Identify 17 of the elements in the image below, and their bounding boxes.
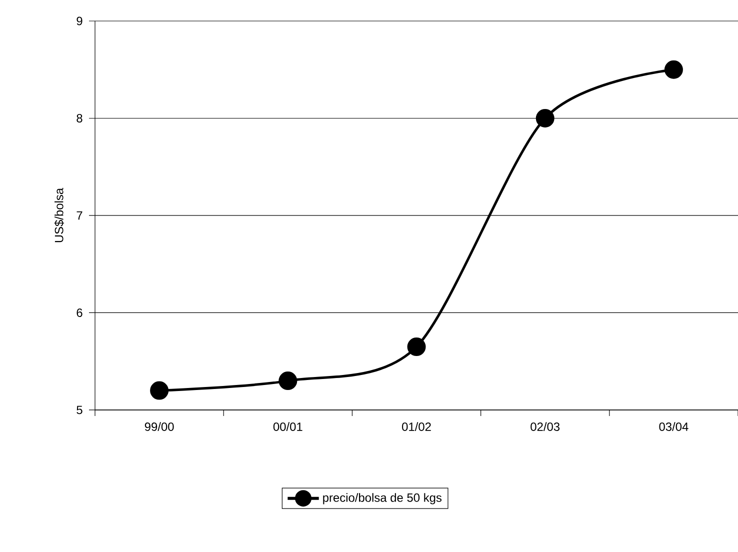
point [536, 108, 554, 128]
legend-label: precio/bolsa de 50 kgs [323, 493, 442, 504]
y-tick-label: 5 [76, 406, 82, 414]
y-tick-label: 6 [76, 308, 82, 317]
x-tick-label: 02/03 [530, 422, 560, 431]
point [278, 372, 298, 390]
y-axis-title: US$/bolsa [54, 188, 64, 242]
x-tick-label: 00/01 [273, 422, 302, 431]
y-tick-label: 7 [76, 211, 82, 220]
x-tick-label: 99/00 [144, 422, 174, 431]
x-tick-label: 03/04 [659, 422, 688, 431]
x-tick-label: 01/02 [402, 422, 431, 431]
point [150, 381, 169, 400]
point [407, 338, 426, 356]
y-tick-label: 8 [76, 114, 82, 122]
y-tick-label: 9 [76, 16, 82, 26]
point [664, 60, 683, 79]
